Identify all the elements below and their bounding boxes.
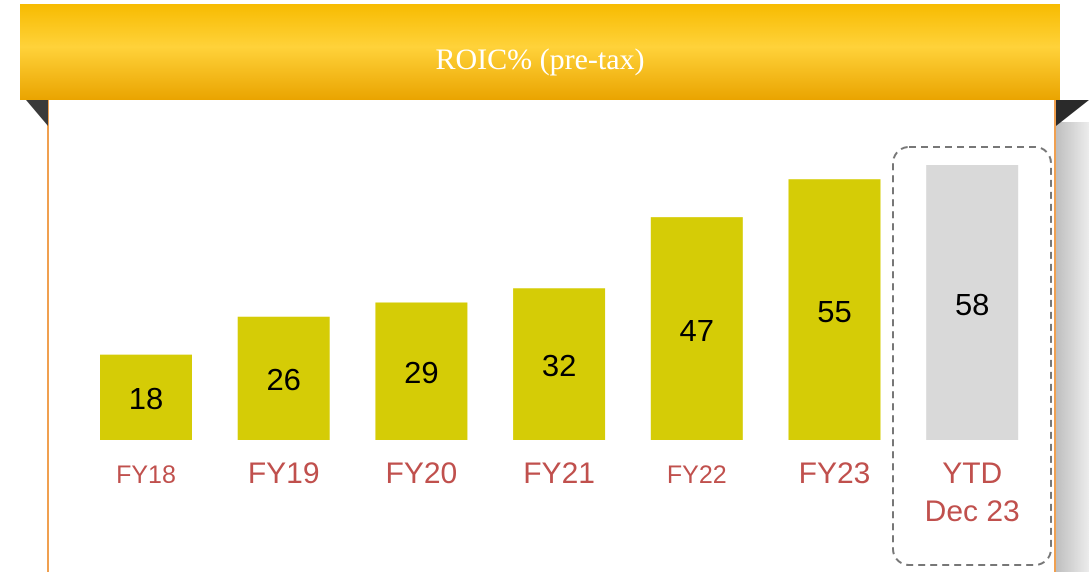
bar: [375, 302, 468, 440]
title-banner: [20, 4, 1060, 100]
fold-left: [26, 100, 48, 126]
bar-value-label: 29: [404, 355, 439, 391]
x-tick-label: FY21: [523, 457, 595, 490]
bar: [926, 165, 1019, 440]
fold-right: [1056, 100, 1089, 126]
x-tick-label: FY23: [798, 457, 871, 490]
bar: [650, 217, 743, 440]
highlight-box: [892, 146, 1052, 566]
bar: [100, 354, 192, 440]
bar: [237, 316, 330, 440]
bar-value-label: 32: [541, 348, 577, 384]
bar-value-label: 58: [954, 286, 990, 322]
bar: [513, 288, 606, 440]
x-tick-label: FY18: [116, 461, 176, 489]
x-tick-label: YTD Dec 23: [924, 457, 1020, 528]
bar: [788, 179, 881, 441]
x-tick-label: FY19: [247, 457, 320, 490]
x-tick-label: FY20: [385, 457, 458, 490]
bar-value-label: 26: [266, 362, 301, 398]
panel-shadow: [1055, 122, 1089, 572]
bar-value-label: 55: [817, 293, 852, 329]
x-tick-label: FY22: [666, 461, 727, 489]
bar-value-label: 18: [128, 381, 164, 417]
chart-title: ROIC% (pre-tax): [435, 43, 645, 76]
bar-value-label: 47: [679, 312, 715, 348]
